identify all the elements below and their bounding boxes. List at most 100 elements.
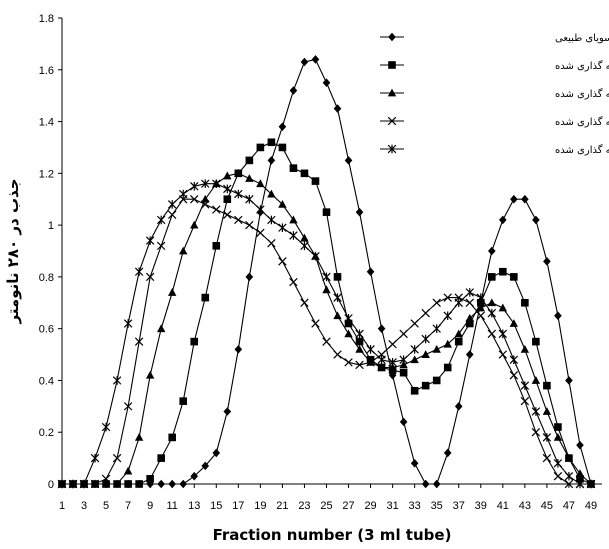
data-point <box>212 448 221 458</box>
data-point <box>333 104 342 113</box>
data-point <box>156 215 166 225</box>
data-point <box>564 471 574 481</box>
data-point <box>487 246 496 256</box>
x-tick-label: 17 <box>232 500 244 512</box>
data-point <box>576 440 584 450</box>
series-5 <box>57 179 596 489</box>
series-layer <box>57 55 596 489</box>
data-point <box>289 231 298 240</box>
data-point <box>564 479 574 489</box>
data-point <box>311 177 320 185</box>
data-point <box>101 474 111 484</box>
data-point <box>289 277 298 287</box>
data-point <box>156 241 166 251</box>
data-point <box>510 194 518 204</box>
data-point <box>410 355 419 364</box>
data-point <box>256 205 265 214</box>
data-point <box>487 329 497 339</box>
data-point <box>531 407 541 416</box>
data-point <box>168 433 177 442</box>
data-point <box>322 208 331 216</box>
data-point <box>179 397 188 405</box>
data-point <box>289 86 298 95</box>
x-tick-label: 47 <box>563 500 575 512</box>
data-point <box>487 308 497 318</box>
data-point <box>586 479 596 489</box>
data-point <box>366 358 375 367</box>
data-point <box>289 164 298 172</box>
y-tick-label: 0.8 <box>39 272 54 284</box>
series-line <box>62 141 592 485</box>
data-point <box>344 319 353 328</box>
x-tick-label: 19 <box>254 500 266 512</box>
y-ticks: 0 0.2 0.4 0.6 0.8 1 1.2 1.4 1.6 1.8 <box>39 13 62 491</box>
x-tick-label: 39 <box>475 500 487 512</box>
legend-marker <box>388 61 396 69</box>
data-point <box>388 358 397 367</box>
x-tick-label: 37 <box>453 500 465 512</box>
data-point <box>57 479 67 489</box>
y-tick-label: 0.6 <box>39 324 54 336</box>
data-point <box>421 381 430 390</box>
data-point <box>366 267 375 277</box>
data-point <box>432 376 441 385</box>
data-point <box>223 171 232 180</box>
data-point <box>167 200 177 209</box>
data-point <box>499 215 507 225</box>
data-point <box>179 189 188 199</box>
x-tick-label: 33 <box>409 500 421 512</box>
legend-label: کانزوگه 5 روز گرمخانه گذاری شده <box>555 116 609 128</box>
data-point <box>234 345 243 354</box>
legend-item: کانزوگه 7 روز گرمخانه گذاری شده <box>380 144 609 156</box>
y-tick-label: 1.4 <box>39 117 54 129</box>
x-tick-label: 15 <box>210 500 222 512</box>
data-point <box>366 345 375 354</box>
x-axis-label: Fraction number (3 ml tube) <box>213 526 452 544</box>
x-tick-label: 13 <box>188 500 200 512</box>
data-point <box>377 363 386 371</box>
data-point <box>289 215 298 224</box>
data-point <box>212 205 221 214</box>
data-point <box>454 298 463 308</box>
data-point <box>90 479 100 489</box>
y-tick-label: 1.8 <box>39 13 54 25</box>
data-point <box>410 458 419 468</box>
data-point <box>355 329 364 339</box>
data-point <box>476 303 485 312</box>
data-point <box>322 337 331 346</box>
data-point <box>542 407 552 415</box>
data-point <box>399 329 408 339</box>
x-tick-label: 9 <box>147 500 153 512</box>
data-point <box>465 350 474 359</box>
data-point <box>234 215 243 225</box>
data-point <box>542 453 552 463</box>
x-tick-label: 21 <box>276 500 288 512</box>
data-point <box>510 273 518 281</box>
x-tick-label: 23 <box>298 500 310 512</box>
data-point <box>487 273 496 281</box>
data-point <box>135 480 143 488</box>
data-point <box>553 472 563 481</box>
data-point <box>575 469 585 478</box>
data-point <box>223 184 232 194</box>
data-point <box>167 210 177 219</box>
data-point <box>234 189 243 199</box>
data-point <box>123 402 133 411</box>
data-point <box>454 329 463 338</box>
data-point <box>355 344 364 353</box>
data-point <box>465 298 474 308</box>
data-point <box>521 298 529 307</box>
data-point <box>421 350 430 358</box>
data-point <box>543 257 551 266</box>
x-tick-label: 1 <box>59 500 65 512</box>
data-point <box>454 402 463 411</box>
data-point <box>476 298 485 307</box>
data-point <box>190 220 199 229</box>
data-point <box>432 298 441 308</box>
data-point <box>134 337 144 346</box>
data-point <box>421 479 430 489</box>
data-point <box>498 350 508 359</box>
x-tick-label: 25 <box>320 500 332 512</box>
data-point <box>499 267 507 276</box>
data-point <box>212 179 221 188</box>
